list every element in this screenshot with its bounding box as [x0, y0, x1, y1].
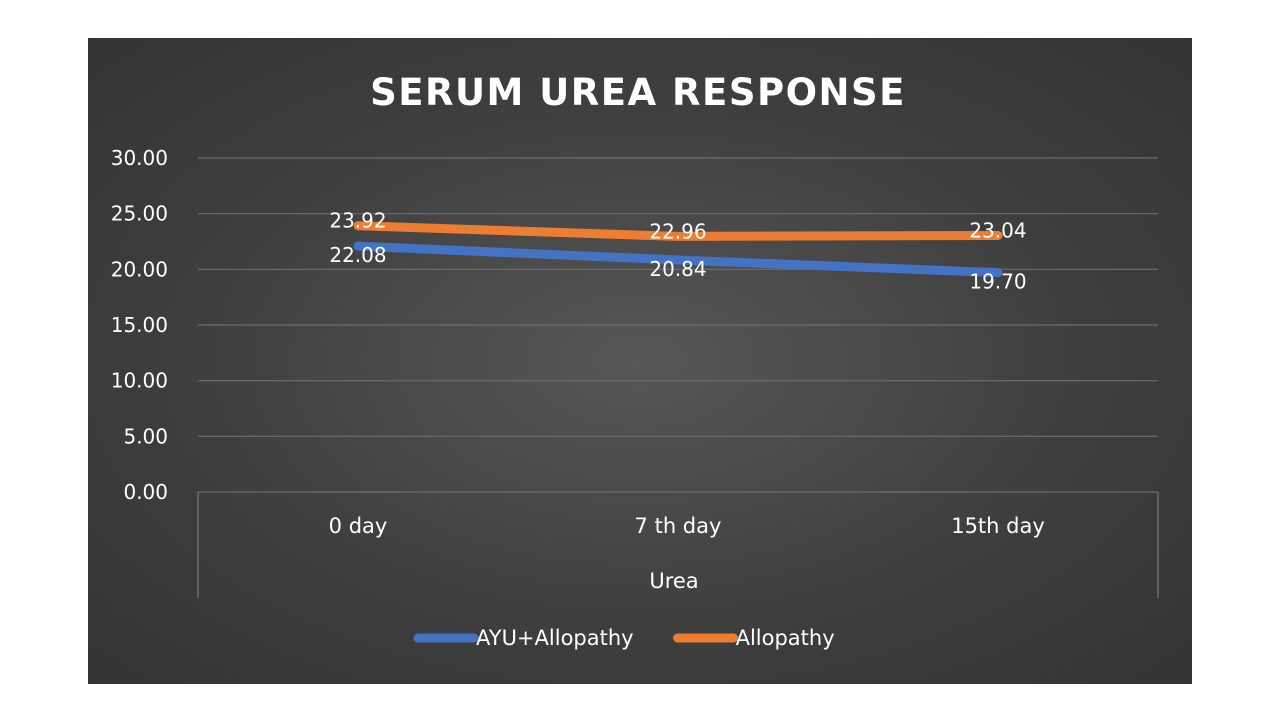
y-tick-label: 20.00 — [111, 257, 168, 281]
legend: AYU+Allopathy Allopathy — [413, 626, 835, 650]
chart-area: SERUM UREA RESPONSE 0.00 5.00 10.00 15.00 20… — [88, 38, 1192, 684]
x-axis: 0 day 7 th day 15th day Urea — [197, 492, 1159, 598]
y-tick-label: 5.00 — [123, 424, 168, 448]
grid-lines — [198, 157, 1158, 493]
data-label: 22.08 — [329, 243, 386, 267]
y-tick-label: 10.00 — [111, 369, 168, 393]
series-lines — [353, 221, 1003, 278]
data-label: 20.84 — [649, 257, 706, 281]
data-point — [357, 245, 359, 248]
y-tick-label: 25.00 — [111, 202, 168, 226]
data-labels: 22.08 20.84 19.70 23.92 22.96 23.04 — [329, 209, 1026, 294]
y-tick-label: 15.00 — [111, 313, 168, 337]
legend-label: Allopathy — [736, 626, 835, 650]
data-point — [997, 234, 999, 237]
data-point — [677, 235, 679, 238]
category-axis-box — [197, 492, 1159, 598]
x-group-label: Urea — [649, 569, 698, 593]
y-axis-ticks: 0.00 5.00 10.00 15.00 20.00 25.00 30.00 — [111, 146, 168, 504]
data-label: 23.92 — [329, 209, 386, 233]
y-tick-label: 0.00 — [123, 480, 168, 504]
x-tick-label: 0 day — [329, 514, 388, 538]
data-point — [357, 224, 359, 227]
data-label: 19.70 — [969, 270, 1026, 294]
legend-label: AYU+Allopathy — [476, 626, 634, 650]
data-point — [997, 271, 999, 274]
x-tick-label: 15th day — [951, 514, 1045, 538]
data-label: 23.04 — [969, 218, 1026, 242]
data-point — [677, 258, 679, 261]
chart-title: SERUM UREA RESPONSE — [370, 71, 906, 114]
x-tick-label: 7 th day — [635, 514, 722, 538]
data-label: 22.96 — [649, 219, 706, 243]
line-chart: SERUM UREA RESPONSE 0.00 5.00 10.00 15.00 20… — [111, 71, 1159, 650]
y-tick-label: 30.00 — [111, 146, 168, 170]
